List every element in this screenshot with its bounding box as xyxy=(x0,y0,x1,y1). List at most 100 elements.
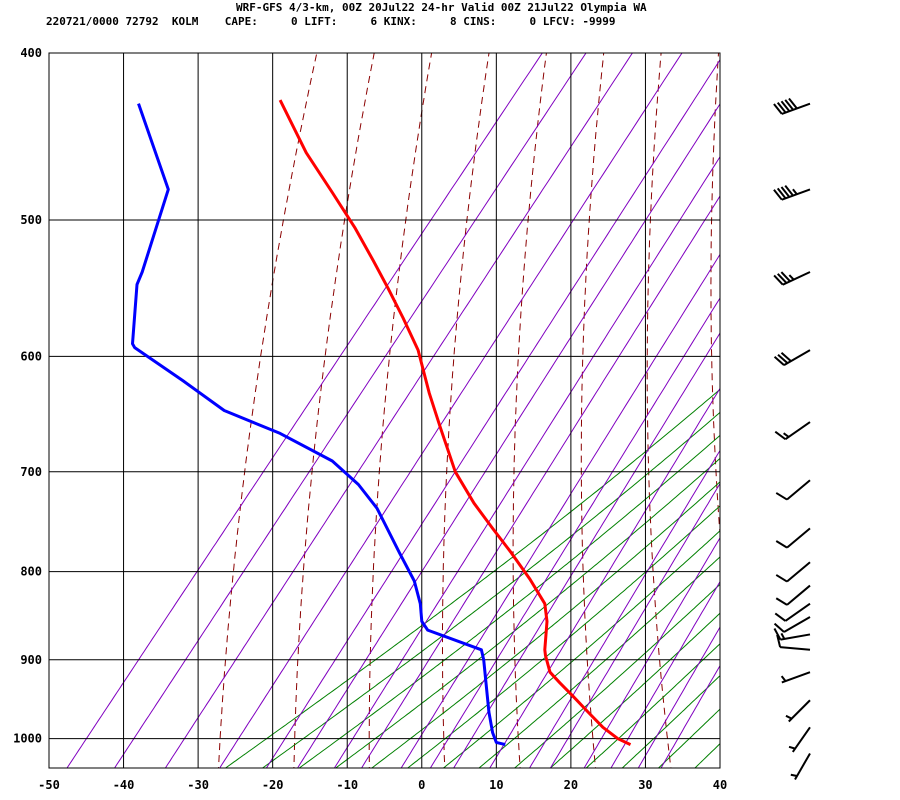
wind-barb-feather xyxy=(776,187,787,199)
dry-adiabat xyxy=(891,0,900,800)
wind-barb-half-feather xyxy=(780,632,786,640)
temperature-profile xyxy=(278,99,632,746)
dry-adiabat xyxy=(442,53,490,768)
dry-adiabat xyxy=(773,0,830,800)
wind-barb-feather xyxy=(773,356,785,366)
dry-adiabat xyxy=(368,53,433,768)
wind-barb-feather xyxy=(774,430,787,441)
y-tick-label: 900 xyxy=(20,653,42,667)
moist-adiabat xyxy=(621,674,720,768)
dry-adiabat xyxy=(580,53,605,768)
wind-barb-feather xyxy=(784,99,794,111)
wind-barb-feather xyxy=(780,100,791,112)
wind-barb-feather xyxy=(780,352,792,362)
sounding-indices: 220721/0000 72792 KOLM CAPE: 0 LIFT: 6 K… xyxy=(46,15,616,28)
moist-adiabat xyxy=(442,530,720,768)
wind-barb-half-feather xyxy=(785,714,793,720)
wind-barb-half-feather xyxy=(790,773,798,777)
wind-barb xyxy=(773,185,811,201)
wind-barb xyxy=(773,628,811,641)
wind-barb-shaft xyxy=(784,602,811,622)
wind-barb xyxy=(775,561,811,583)
wind-barb xyxy=(775,527,811,549)
x-tick-label: -50 xyxy=(38,778,60,792)
wind-barb-feather xyxy=(775,492,788,501)
x-tick-label: 0 xyxy=(418,778,425,792)
dry-adiabat xyxy=(833,0,900,800)
wind-barb-shaft xyxy=(783,349,811,367)
sounding-header: WRF-GFS 4/3-km, 00Z 20Jul22 24-hr Valid … xyxy=(0,0,900,34)
wind-barb-feather xyxy=(775,574,788,583)
moist-adiabat xyxy=(261,411,720,768)
wind-barb xyxy=(776,634,811,651)
background-lines xyxy=(66,0,900,800)
y-tick-label: 800 xyxy=(20,565,42,579)
wind-barb xyxy=(775,584,811,606)
dry-adiabat xyxy=(646,53,672,768)
wind-barb-feather xyxy=(775,540,788,549)
mixing-ratio-line xyxy=(361,195,720,768)
mixing-ratio-line xyxy=(583,536,720,768)
mixing-ratio-line xyxy=(113,53,587,768)
x-tick-label: 20 xyxy=(564,778,578,792)
y-tick-label: 500 xyxy=(20,213,42,227)
wind-barb-feather xyxy=(788,97,798,110)
wind-barb-feather xyxy=(777,354,789,364)
wind-barb-half-feather xyxy=(788,274,795,281)
wind-barb-shaft xyxy=(786,561,811,583)
mixing-ratio-line xyxy=(637,626,720,768)
wind-barb-feather xyxy=(777,273,788,284)
wind-barb-feather xyxy=(773,189,783,201)
wind-barb-half-feather xyxy=(783,432,790,438)
y-tick-label: 400 xyxy=(20,46,42,60)
wind-barb xyxy=(775,479,811,501)
x-tick-label: 10 xyxy=(489,778,503,792)
y-tick-label: 600 xyxy=(20,349,42,363)
moist-adiabat xyxy=(694,742,720,768)
wind-barb xyxy=(773,97,811,115)
x-tick-label: -40 xyxy=(113,778,135,792)
wind-barb-half-feather xyxy=(788,745,796,750)
mixing-ratio-line xyxy=(429,297,720,768)
wind-barb-shaft xyxy=(794,752,811,780)
moist-adiabat xyxy=(224,388,720,768)
wind-barb-shaft xyxy=(788,699,811,723)
mixing-ratio-line xyxy=(66,53,543,768)
moist-adiabat xyxy=(513,583,720,768)
mixing-ratio-line xyxy=(400,253,720,768)
mixing-ratio-line xyxy=(453,332,720,768)
wind-barb-shaft xyxy=(786,584,811,606)
x-tick-label: -20 xyxy=(262,778,284,792)
wind-barb-shaft xyxy=(780,646,811,651)
wind-barb xyxy=(790,752,811,780)
wind-barbs xyxy=(773,97,811,780)
dry-adiabat xyxy=(710,53,720,541)
isobar-isotherm-grid xyxy=(48,52,721,769)
wind-barb-feather xyxy=(780,271,791,282)
moist-adiabat xyxy=(549,612,720,768)
wind-barb-shaft xyxy=(786,527,811,549)
wind-barb-feather xyxy=(773,628,782,641)
moist-adiabat xyxy=(406,505,720,768)
wind-barb xyxy=(788,726,811,753)
wind-barb-feather xyxy=(773,274,784,286)
wind-barb xyxy=(774,421,811,441)
wind-barb xyxy=(773,616,811,633)
y-tick-label: 700 xyxy=(20,465,42,479)
dry-adiabat xyxy=(217,53,318,768)
wind-barb-feather xyxy=(776,101,787,114)
sounding-profiles xyxy=(131,99,632,747)
mixing-ratio-line xyxy=(610,580,720,768)
moist-adiabat xyxy=(334,457,720,768)
wind-barb-shaft xyxy=(784,421,811,441)
x-tick-label: -10 xyxy=(336,778,358,792)
wind-barb-feather xyxy=(773,103,783,115)
wind-barb xyxy=(773,349,811,367)
wind-barb xyxy=(780,671,811,684)
wind-barb-feather xyxy=(780,186,791,198)
moist-adiabat xyxy=(478,556,720,768)
dry-adiabat xyxy=(293,53,375,768)
moist-adiabat xyxy=(370,481,720,768)
mixing-ratio-line xyxy=(489,387,720,768)
